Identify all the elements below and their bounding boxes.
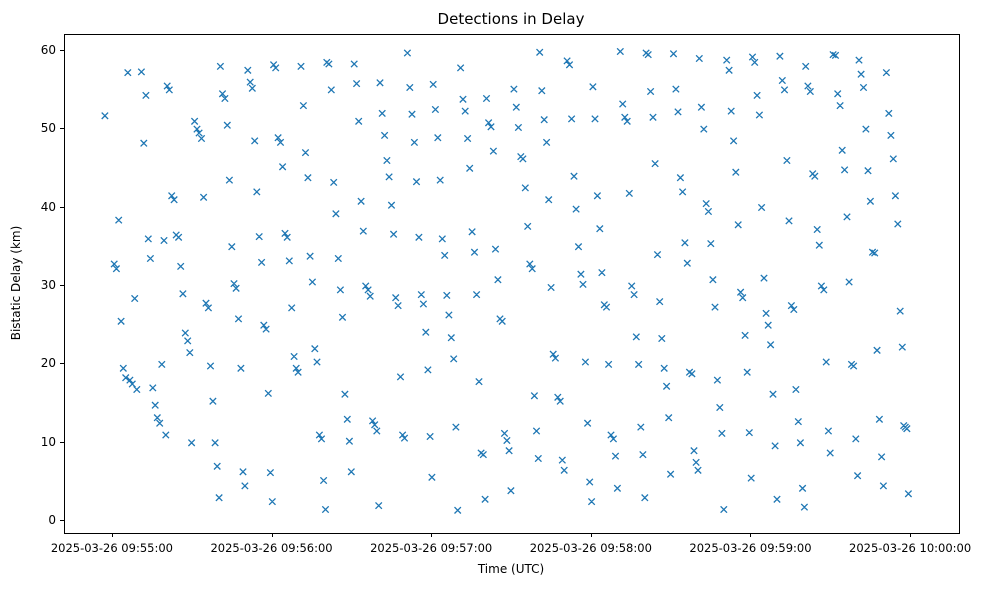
y-tick-mark <box>60 128 64 130</box>
x-tick-mark <box>750 533 752 537</box>
scatter-points <box>101 47 913 514</box>
y-tick-label: 20 <box>40 356 56 371</box>
x-tick-label: 2025-03-26 09:59:00 <box>689 541 812 555</box>
x-tick-mark <box>431 533 433 537</box>
y-tick-label: 40 <box>40 199 56 214</box>
plot-area <box>64 34 960 534</box>
y-tick-mark <box>60 49 64 51</box>
y-tick-label: 60 <box>40 42 56 57</box>
y-tick-label: 0 <box>48 513 56 528</box>
y-tick-label: 30 <box>40 277 56 292</box>
x-tick-mark <box>271 533 273 537</box>
x-tick-label: 2025-03-26 09:56:00 <box>210 541 333 555</box>
x-tick-label: 2025-03-26 10:00:00 <box>849 541 972 555</box>
y-axis-label: Bistatic Delay (km) <box>9 225 23 341</box>
y-tick-mark <box>60 206 64 208</box>
y-tick-label: 10 <box>40 434 56 449</box>
y-tick-mark <box>60 284 64 286</box>
y-tick-mark <box>60 441 64 443</box>
x-tick-mark <box>910 533 912 537</box>
x-axis-label: Time (UTC) <box>477 562 545 576</box>
scatter-marker-path <box>101 47 913 514</box>
x-tick-label: 2025-03-26 09:55:00 <box>50 541 173 555</box>
x-tick-label: 2025-03-26 09:57:00 <box>370 541 493 555</box>
x-tick-label: 2025-03-26 09:58:00 <box>529 541 652 555</box>
y-tick-mark <box>60 363 64 365</box>
x-tick-mark <box>590 533 592 537</box>
y-tick-mark <box>60 520 64 522</box>
y-tick-label: 50 <box>40 121 56 136</box>
x-tick-mark <box>111 533 113 537</box>
chart-title: Detections in Delay <box>437 10 585 28</box>
